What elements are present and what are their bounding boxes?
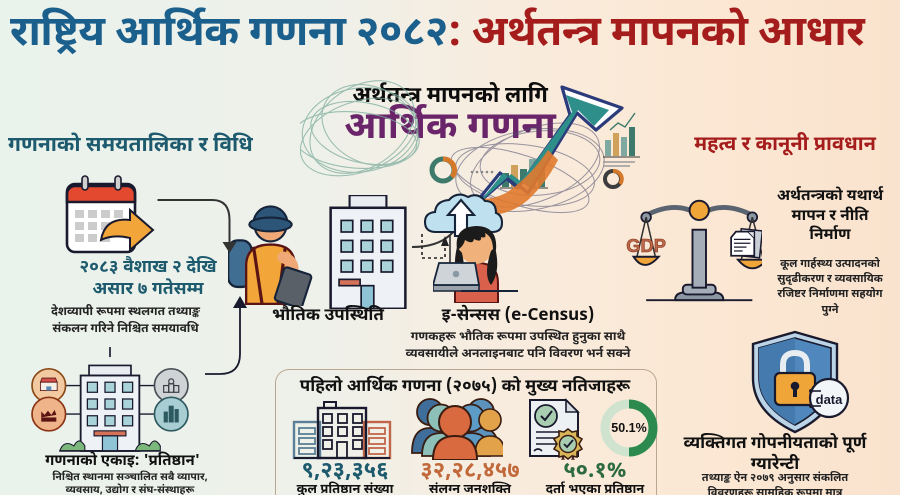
svg-text:GDP: GDP: [626, 235, 666, 256]
svg-text:data: data: [816, 392, 844, 407]
svg-text:50.1%: 50.1%: [611, 421, 646, 435]
